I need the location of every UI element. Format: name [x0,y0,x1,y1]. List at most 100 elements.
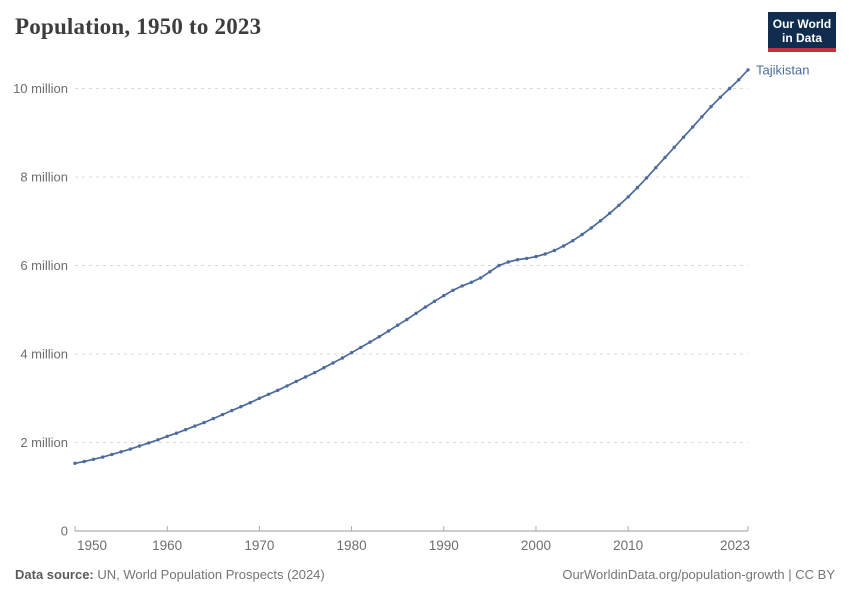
data-point-1995[interactable] [488,270,492,274]
y-tick-label-10m: 10 million [13,81,68,96]
data-point-1977[interactable] [322,366,326,370]
x-tick-label-1960: 1960 [152,538,182,553]
owid-logo-line2: in Data [781,31,822,45]
data-point-1982[interactable] [368,340,372,344]
data-point-1972[interactable] [276,388,280,392]
data-point-2002[interactable] [552,248,557,253]
data-point-2013[interactable] [654,166,658,170]
chart-footer: Data source: UN, World Population Prospe… [15,567,835,582]
data-point-2007[interactable] [598,219,603,223]
data-point-1973[interactable] [285,384,289,388]
data-point-1986[interactable] [405,317,409,322]
data-point-1952[interactable] [91,457,96,461]
data-point-1969[interactable] [248,401,252,405]
data-point-1975[interactable] [303,375,308,379]
data-point-1994[interactable] [478,276,483,280]
y-tick-label-4m: 4 million [20,347,68,362]
data-point-2005[interactable] [580,232,584,237]
data-point-1992[interactable] [460,284,464,288]
page-title: Population, 1950 to 2023 [15,14,262,39]
data-point-1991[interactable] [451,288,455,292]
data-point-2003[interactable] [561,244,566,248]
data-point-1968[interactable] [239,405,243,409]
data-point-1983[interactable] [377,335,381,339]
data-point-2009[interactable] [617,203,621,207]
data-source: Data source: UN, World Population Prospe… [15,567,325,582]
data-point-2012[interactable] [644,176,649,180]
data-point-2018[interactable] [700,115,704,119]
data-point-1988[interactable] [423,305,427,309]
data-point-1970[interactable] [257,396,262,400]
y-tick-label-2m: 2 million [20,435,68,450]
x-tick-label-1950: 1950 [77,538,107,553]
data-point-1958[interactable] [147,441,151,445]
data-point-1950[interactable] [73,461,77,465]
data-point-1998[interactable] [515,258,520,262]
x-tick-label-1990: 1990 [429,538,459,553]
data-point-2022[interactable] [737,78,741,82]
data-point-2021[interactable] [727,86,732,91]
entity-label-tajikistan[interactable]: Tajikistan [756,62,809,77]
data-point-1979[interactable] [340,356,345,360]
y-tick-label-0m: 0 [61,524,68,539]
data-point-1955[interactable] [119,450,123,454]
x-tick-label-1980: 1980 [337,538,367,553]
data-point-2001[interactable] [543,252,547,256]
data-point-2010[interactable] [626,195,630,199]
y-tick-label-8m: 8 million [20,170,68,185]
data-point-2014[interactable] [663,155,667,160]
data-point-1978[interactable] [331,361,335,365]
data-point-1963[interactable] [193,424,197,428]
data-point-1999[interactable] [525,256,529,261]
x-tick-label-1970: 1970 [244,538,274,553]
owid-logo-line1: Our World [772,17,832,31]
data-point-1993[interactable] [469,280,474,284]
data-point-2023[interactable] [746,68,750,72]
data-point-1961[interactable] [174,431,179,435]
data-point-1951[interactable] [82,459,86,464]
data-point-1974[interactable] [294,379,298,384]
data-point-2004[interactable] [571,239,575,243]
data-point-1990[interactable] [442,293,446,298]
data-point-2017[interactable] [691,125,695,129]
data-point-1962[interactable] [183,428,188,432]
data-point-1953[interactable] [101,455,105,459]
data-point-2008[interactable] [608,211,612,215]
owid-logo[interactable]: Our World in Data [768,12,836,52]
data-point-2020[interactable] [718,95,722,100]
chart-svg: 1950 1960 1970 1980 1990 2000 2010 2023 0 2 milli… [13,62,809,553]
owid-url-license[interactable]: OurWorldinData.org/population-growth | C… [562,567,835,582]
data-point-1976[interactable] [313,370,317,375]
data-point-1981[interactable] [359,345,363,350]
data-point-2000[interactable] [534,254,538,259]
data-point-2006[interactable] [589,226,593,230]
x-tick-label-2023: 2023 [720,538,750,553]
data-point-1956[interactable] [128,447,132,451]
data-point-1954[interactable] [110,452,114,457]
data-point-1967[interactable] [230,408,234,413]
data-point-1997[interactable] [506,260,510,264]
data-point-1996[interactable] [497,263,501,268]
data-point-2015[interactable] [672,145,676,150]
data-point-2016[interactable] [681,135,686,139]
data-source-text[interactable]: UN, World Population Prospects (2024) [93,567,325,582]
data-point-1980[interactable] [349,351,354,355]
data-point-1964[interactable] [202,420,206,425]
series-line-tajikistan[interactable] [74,69,749,465]
data-source-label: Data source: [15,567,94,582]
data-point-1965[interactable] [211,416,215,421]
data-point-2011[interactable] [635,185,640,190]
data-point-1959[interactable] [156,438,160,442]
data-point-1985[interactable] [396,323,400,327]
data-point-1966[interactable] [220,412,225,417]
data-point-1984[interactable] [386,329,391,333]
data-point-1989[interactable] [432,299,437,303]
line-chart[interactable]: 1950 1960 1970 1980 1990 2000 2010 2023 0 2 milli… [0,0,850,560]
x-tick-label-2000: 2000 [521,538,551,553]
data-point-1957[interactable] [137,444,142,448]
data-point-1971[interactable] [266,392,271,396]
data-point-1987[interactable] [414,311,418,315]
data-point-1960[interactable] [165,434,169,438]
data-point-2019[interactable] [709,104,713,109]
